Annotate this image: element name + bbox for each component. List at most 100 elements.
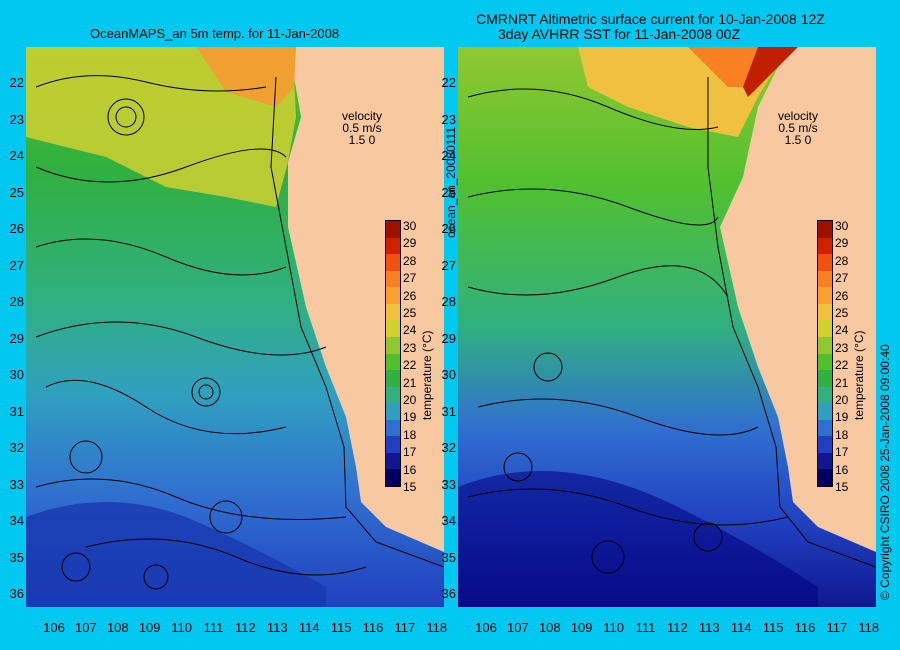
colorbar-tick-label: 19 <box>835 410 849 425</box>
colorbar-tick-label: 16 <box>835 462 849 477</box>
current-vectors <box>467 88 789 574</box>
colorbar-swatch <box>386 287 400 304</box>
x-tick-label: 109 <box>570 620 593 635</box>
y-tick-label: 26 <box>9 221 24 236</box>
x-tick-label: 111 <box>635 620 656 635</box>
y-tick-label: 36 <box>441 586 456 601</box>
left-velocity-sub: 1.5 0 <box>348 133 376 147</box>
x-tick-label: 107 <box>507 620 529 635</box>
right-map-panel <box>458 47 876 607</box>
x-tick-label: 112 <box>667 620 688 635</box>
colorbar-tick-label: 23 <box>403 340 417 355</box>
colorbar-swatch <box>386 353 400 371</box>
x-tick-label: 113 <box>698 620 720 635</box>
colorbar-swatch <box>386 254 400 271</box>
colorbar-swatch <box>818 303 832 321</box>
colorbar-swatch <box>818 336 832 354</box>
hot-water-region <box>196 47 296 107</box>
colorbar-tick-label: 25 <box>835 306 849 320</box>
colorbar-swatch <box>386 237 400 255</box>
colorbar-swatch <box>818 386 832 404</box>
y-tick-label: 33 <box>441 476 456 492</box>
y-tick-label: 25 <box>9 184 24 200</box>
x-tick-label: 114 <box>730 620 752 635</box>
y-tick-label: 30 <box>441 367 456 382</box>
hottest-water-region <box>743 47 798 97</box>
cold-water-region <box>458 471 818 607</box>
colorbar-tick-label: 27 <box>403 271 417 286</box>
colorbar-swatch <box>818 320 832 337</box>
right-panel-title-line1: CMRNRT Altimetric surface current for 10… <box>476 11 825 27</box>
y-tick-label: 29 <box>441 330 456 346</box>
x-tick-label: 112 <box>235 620 256 635</box>
y-tick-label: 24 <box>9 148 24 163</box>
colorbar-tick-label: 22 <box>403 358 417 373</box>
colorbar-swatch <box>386 386 400 404</box>
y-tick-label: 36 <box>9 586 24 601</box>
left-velocity-label: velocity 0.5 m/s 1.5 0 <box>342 110 382 146</box>
left-velocity-scale: 0.5 m/s <box>342 121 382 135</box>
colorbar-tick-label: 16 <box>403 462 417 477</box>
x-tick-label: 108 <box>106 620 129 635</box>
colorbar-tick-label: 18 <box>403 427 417 442</box>
y-tick-label: 27 <box>9 257 24 273</box>
colorbar-tick-label: 17 <box>835 445 849 460</box>
y-tick-label: 32 <box>9 440 24 455</box>
y-tick-label: 28 <box>441 294 456 309</box>
y-tick-label: 23 <box>441 111 456 127</box>
colorbar-tick-label: 17 <box>403 445 417 460</box>
copyright-label: © Copyright CSIRO 2008 25-Jan-2008 09:00… <box>878 344 892 600</box>
x-tick-label: 117 <box>826 620 848 635</box>
x-tick-label: 106 <box>43 620 65 635</box>
right-velocity-label: velocity 0.5 m/s 1.5 0 <box>778 110 818 146</box>
right-velocity-title: velocity <box>778 109 819 123</box>
x-tick-label: 107 <box>75 620 97 635</box>
y-tick-label: 33 <box>9 476 24 492</box>
colorbar-swatch <box>818 469 832 486</box>
colorbar-swatch <box>818 270 832 288</box>
x-tick-label: 108 <box>538 620 561 635</box>
y-tick-label: 26 <box>441 221 456 236</box>
x-tick-label: 117 <box>394 620 416 635</box>
x-tick-label: 118 <box>426 620 448 635</box>
colorbar-swatch <box>386 320 400 337</box>
colorbar-tick-label: 21 <box>835 375 849 390</box>
colorbar-swatch <box>818 254 832 271</box>
colorbar-swatch <box>818 237 832 255</box>
right-velocity-scale: 0.5 m/s <box>778 121 818 135</box>
y-tick-label: 35 <box>9 549 24 565</box>
colorbar-swatch <box>386 270 400 288</box>
colorbar-tick-label: 22 <box>835 358 849 373</box>
x-tick-label: 116 <box>794 620 816 635</box>
colorbar-tick-label: 20 <box>835 393 849 407</box>
colorbar-swatch <box>386 436 400 453</box>
y-tick-label: 30 <box>9 367 24 382</box>
colorbar-tick-label: 24 <box>403 323 417 338</box>
x-tick-label: 109 <box>138 620 161 635</box>
right-panel-title-line2: 3day AVHRR SST for 11-Jan-2008 00Z <box>498 26 741 42</box>
x-tick-label: 116 <box>362 620 384 635</box>
y-tick-label: 27 <box>441 257 456 273</box>
left-velocity-title: velocity <box>342 109 383 123</box>
run-id-label: ocean_an_20080111 <box>444 127 458 238</box>
x-tick-label: 115 <box>330 620 352 635</box>
y-tick-label: 24 <box>441 148 456 163</box>
colorbar-tick-label: 21 <box>403 375 417 390</box>
colorbar-swatch <box>818 353 832 371</box>
colorbar-swatch <box>386 303 400 321</box>
cold-water-region <box>26 502 326 607</box>
colorbar-swatch <box>818 419 832 437</box>
y-tick-label: 23 <box>9 111 24 127</box>
y-tick-label: 29 <box>9 330 24 346</box>
colorbar-swatch <box>818 452 832 470</box>
colorbar-swatch <box>386 469 400 486</box>
y-tick-label: 31 <box>9 403 24 419</box>
x-tick-label: 111 <box>203 620 224 635</box>
colorbar-tick-label: 15 <box>835 480 849 494</box>
colorbar-tick-label: 18 <box>835 427 849 442</box>
right-colorbar-title: temperature (°C) <box>852 330 866 421</box>
right-colorbar <box>817 220 833 487</box>
colorbar-tick-label: 19 <box>403 410 417 425</box>
left-panel-title: OceanMAPS_an 5m temp. for 11-Jan-2008 <box>90 26 340 41</box>
ocean-area <box>26 47 444 607</box>
